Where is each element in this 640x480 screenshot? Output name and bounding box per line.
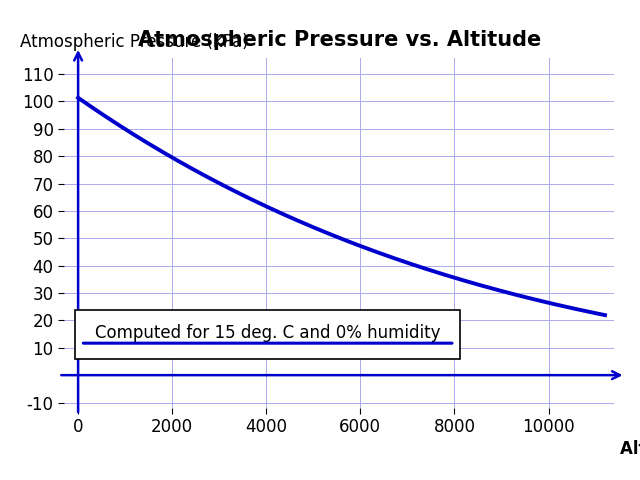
Text: Computed for 15 deg. C and 0% humidity: Computed for 15 deg. C and 0% humidity	[95, 324, 440, 342]
Text: Atmospheric Pressure (kPa): Atmospheric Pressure (kPa)	[20, 33, 248, 50]
FancyBboxPatch shape	[75, 310, 460, 359]
Title: Atmospheric Pressure vs. Altitude: Atmospheric Pressure vs. Altitude	[138, 31, 541, 50]
Text: Altitude (m): Altitude (m)	[620, 440, 640, 457]
